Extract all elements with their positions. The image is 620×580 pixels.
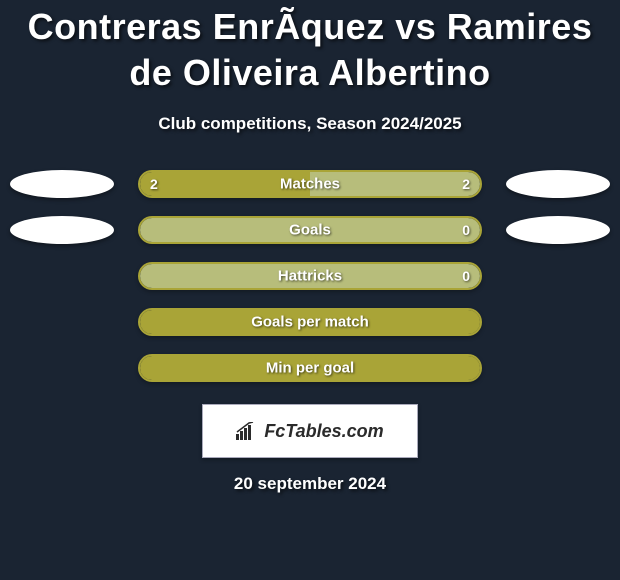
stat-row: Min per goal [0, 354, 620, 382]
stat-bar: Hattricks 0 [138, 262, 482, 290]
comparison-widget: Contreras EnrÃ­quez vs Ramires de Olivei… [0, 0, 620, 494]
stat-value-right: 0 [462, 222, 470, 238]
stat-label: Goals per match [251, 314, 369, 331]
stat-bar: Goals 0 [138, 216, 482, 244]
stat-value-left: 2 [150, 176, 158, 192]
stat-label: Hattricks [278, 268, 342, 285]
stat-row: Goals per match [0, 308, 620, 336]
stats-block: Matches 2 2 Goals 0 Hattricks 0 Goals per match… [0, 170, 620, 382]
team-right-marker [506, 170, 610, 198]
team-left-marker [10, 216, 114, 244]
stat-label: Goals [289, 222, 331, 239]
team-right-marker [506, 216, 610, 244]
page-title: Contreras EnrÃ­quez vs Ramires de Olivei… [0, 4, 620, 96]
subtitle: Club competitions, Season 2024/2025 [0, 114, 620, 134]
logo-badge: FcTables.com [202, 404, 418, 458]
stat-label: Matches [280, 176, 340, 193]
logo-text: FcTables.com [264, 421, 383, 442]
team-left-marker [10, 170, 114, 198]
chart-icon [236, 422, 258, 440]
stat-row: Hattricks 0 [0, 262, 620, 290]
stat-value-right: 2 [462, 176, 470, 192]
stat-label: Min per goal [266, 360, 354, 377]
date-text: 20 september 2024 [0, 474, 620, 494]
stat-bar: Goals per match [138, 308, 482, 336]
stat-row: Matches 2 2 [0, 170, 620, 198]
stat-value-right: 0 [462, 268, 470, 284]
stat-bar: Matches 2 2 [138, 170, 482, 198]
stat-bar: Min per goal [138, 354, 482, 382]
stat-row: Goals 0 [0, 216, 620, 244]
